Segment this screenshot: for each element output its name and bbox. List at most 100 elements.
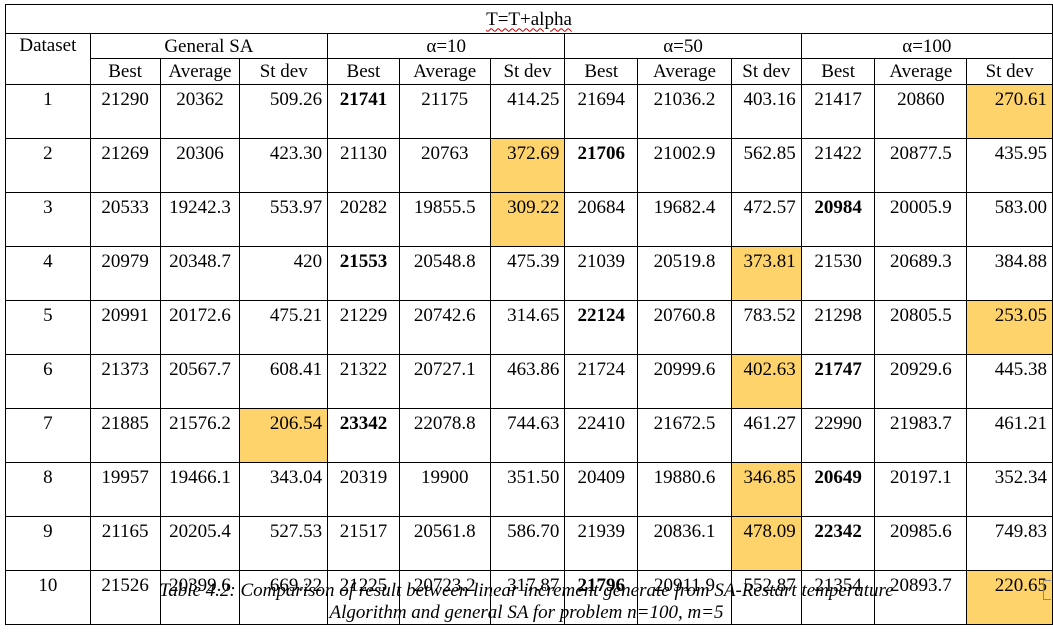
stdev-cell: 403.16	[730, 84, 802, 139]
stdev-cell: 783.52	[730, 300, 802, 355]
best-cell: 21373	[89, 354, 161, 409]
average-cell: 20763	[398, 138, 491, 193]
dataset-cell: 5	[5, 300, 91, 355]
average-cell: 22078.8	[398, 408, 491, 463]
best-cell: 21747	[800, 354, 876, 409]
best-cell: 20649	[800, 462, 876, 517]
best-cell: 20409	[564, 462, 639, 517]
average-cell: 20877.5	[874, 138, 968, 193]
average-cell: 19880.6	[637, 462, 732, 517]
stdev-cell: 372.69	[489, 138, 566, 193]
sub-header-stdev: St dev	[239, 58, 329, 85]
average-cell: 20742.6	[398, 300, 491, 355]
best-cell: 21517	[327, 516, 400, 571]
average-cell: 20399.6	[159, 570, 241, 625]
stdev-cell: 402.63	[730, 354, 802, 409]
best-cell: 21269	[89, 138, 161, 193]
average-cell: 21036.2	[637, 84, 732, 139]
best-cell: 21422	[800, 138, 876, 193]
sub-header-stdev: St dev	[730, 58, 802, 85]
caption-line-2: Algorithm and general SA for problem n=1…	[329, 602, 724, 623]
best-cell: 21530	[800, 246, 876, 301]
sub-header-average: Average	[159, 58, 241, 85]
stdev-cell: 343.04	[239, 462, 329, 517]
average-cell: 21672.5	[637, 408, 732, 463]
table-row: 9 21165 20205.4 527.53 21517 20561.8 586.70 219…	[5, 516, 1053, 571]
best-cell: 21796	[564, 570, 639, 625]
average-cell: 20519.8	[637, 246, 732, 301]
average-cell: 20689.3	[874, 246, 968, 301]
stdev-cell: 509.26	[239, 84, 329, 139]
stdev-cell: 314.65	[489, 300, 566, 355]
best-cell: 21130	[327, 138, 400, 193]
table-row: 2 21269 20306 423.30 21130 20763 372.69 21706 21…	[5, 138, 1053, 193]
text-cursor-bracket	[1043, 580, 1051, 600]
average-cell: 19682.4	[637, 192, 732, 247]
best-cell: 21939	[564, 516, 639, 571]
sub-header-stdev: St dev	[489, 58, 566, 85]
best-cell: 20533	[89, 192, 161, 247]
best-cell: 23342	[327, 408, 400, 463]
best-cell: 21290	[89, 84, 161, 139]
best-cell: 22410	[564, 408, 639, 463]
stdev-cell: 562.85	[730, 138, 802, 193]
stdev-cell: 749.83	[966, 516, 1053, 571]
group-header-alpha-100: α=100	[800, 33, 1053, 59]
average-cell: 20893.7	[874, 570, 968, 625]
average-cell: 20929.6	[874, 354, 968, 409]
dataset-cell: 3	[5, 192, 91, 247]
table-row: 5 20991 20172.6 475.21 21229 20742.6 314.65 221…	[5, 300, 1053, 355]
average-cell: 20205.4	[159, 516, 241, 571]
caption-line-1: Table 4.2: Comparison of result between …	[159, 580, 894, 601]
best-cell: 21229	[327, 300, 400, 355]
table-title: T=T+alpha	[5, 4, 1053, 34]
average-cell: 20348.7	[159, 246, 241, 301]
average-cell: 21002.9	[637, 138, 732, 193]
group-header-alpha-10: α=10	[327, 33, 566, 59]
stdev-cell: 478.09	[730, 516, 802, 571]
stdev-cell: 472.57	[730, 192, 802, 247]
table-row: 4 20979 20348.7 420 21553 20548.8 475.39 21039 2…	[5, 246, 1053, 301]
dataset-cell: 9	[5, 516, 91, 571]
table-row: 6 21373 20567.7 608.41 21322 20727.1 463.86 217…	[5, 354, 1053, 409]
average-cell: 21983.7	[874, 408, 968, 463]
stdev-cell: 586.70	[489, 516, 566, 571]
best-cell: 21526	[89, 570, 161, 625]
stdev-cell: 420	[239, 246, 329, 301]
stdev-cell: 373.81	[730, 246, 802, 301]
stdev-cell: 346.85	[730, 462, 802, 517]
best-cell: 19957	[89, 462, 161, 517]
best-cell: 21724	[564, 354, 639, 409]
sub-header-best: Best	[800, 58, 876, 85]
average-cell: 20197.1	[874, 462, 968, 517]
best-cell: 21706	[564, 138, 639, 193]
stdev-cell: 475.39	[489, 246, 566, 301]
best-cell: 21322	[327, 354, 400, 409]
stdev-cell: 461.21	[966, 408, 1053, 463]
best-cell: 20319	[327, 462, 400, 517]
stdev-cell: 461.27	[730, 408, 802, 463]
table-row: 1 21290 20362 509.26 21741 21175 414.25 21694 21…	[5, 84, 1053, 139]
sub-header-best: Best	[89, 58, 161, 85]
best-cell: 22990	[800, 408, 876, 463]
average-cell: 20362	[159, 84, 241, 139]
average-cell: 20760.8	[637, 300, 732, 355]
dataset-header: Dataset	[5, 33, 91, 85]
stdev-cell: 414.25	[489, 84, 566, 139]
dataset-cell: 2	[5, 138, 91, 193]
best-cell: 21165	[89, 516, 161, 571]
best-cell: 22342	[800, 516, 876, 571]
best-cell: 20282	[327, 192, 400, 247]
stdev-cell: 309.22	[489, 192, 566, 247]
average-cell: 21576.2	[159, 408, 241, 463]
stdev-cell: 435.95	[966, 138, 1053, 193]
best-cell: 21354	[800, 570, 876, 625]
group-header-general-sa: General SA	[89, 33, 329, 59]
stdev-cell: 744.63	[489, 408, 566, 463]
dataset-cell: 8	[5, 462, 91, 517]
average-cell: 19855.5	[398, 192, 491, 247]
average-cell: 20548.8	[398, 246, 491, 301]
stdev-cell: 206.54	[239, 408, 329, 463]
average-cell: 19242.3	[159, 192, 241, 247]
average-cell: 20860	[874, 84, 968, 139]
